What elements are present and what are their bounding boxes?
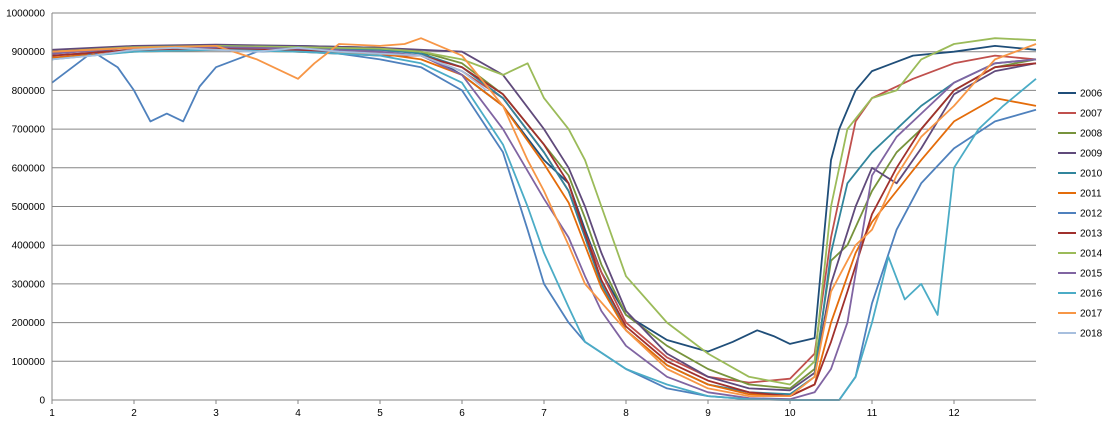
y-tick-label: 600000 xyxy=(12,163,46,174)
gridlines xyxy=(52,12,1036,362)
series-line-2014 xyxy=(51,37,1037,386)
series-line-2012 xyxy=(51,48,1037,401)
legend-label-2016: 2016 xyxy=(1080,289,1103,300)
y-tick-label: 900000 xyxy=(12,47,46,58)
legend-label-2013: 2013 xyxy=(1080,229,1103,240)
y-tick-label: 500000 xyxy=(12,202,46,213)
y-tick-label: 400000 xyxy=(12,241,46,252)
y-axis-ticks: 0 100000 200000 300000 400000 500000 600000 700… xyxy=(6,9,45,407)
legend-label-2017: 2017 xyxy=(1080,309,1103,320)
x-axis-ticks: 1 2 3 4 5 6 7 8 9 10 11 12 xyxy=(49,400,960,419)
series-line-2015 xyxy=(51,46,1037,401)
x-tick-label: 1 xyxy=(49,408,55,419)
series-line-2018 xyxy=(51,46,488,92)
x-tick-label: 8 xyxy=(623,408,629,419)
y-tick-label: 0 xyxy=(39,396,45,407)
x-tick-label: 2 xyxy=(131,408,137,419)
x-tick-label: 4 xyxy=(295,408,301,419)
legend-label-2018: 2018 xyxy=(1080,329,1103,340)
legend-label-2009: 2009 xyxy=(1080,149,1103,160)
legend-label-2008: 2008 xyxy=(1080,129,1103,140)
series-lines xyxy=(51,37,1037,401)
legend: 2006 2007 2008 2009 2010 2011 2012 2013 2014 2015… xyxy=(1058,89,1103,340)
series-line-2017 xyxy=(51,37,1037,397)
y-tick-label: 300000 xyxy=(12,279,46,290)
series-line-2016 xyxy=(51,48,1037,401)
y-tick-label: 100000 xyxy=(12,357,46,368)
series-line-2009 xyxy=(51,43,1037,392)
legend-label-2015: 2015 xyxy=(1080,269,1103,280)
y-tick-label: 200000 xyxy=(12,318,46,329)
x-tick-label: 12 xyxy=(948,408,960,419)
x-tick-label: 5 xyxy=(377,408,383,419)
x-tick-label: 11 xyxy=(867,408,878,419)
y-tick-label: 1000000 xyxy=(6,9,45,20)
x-tick-label: 3 xyxy=(213,408,219,419)
legend-label-2012: 2012 xyxy=(1080,209,1103,220)
y-tick-label: 700000 xyxy=(12,125,46,136)
x-tick-label: 10 xyxy=(784,408,796,419)
x-tick-label: 9 xyxy=(705,408,711,419)
legend-label-2014: 2014 xyxy=(1080,249,1103,260)
x-tick-label: 7 xyxy=(541,408,547,419)
legend-label-2010: 2010 xyxy=(1080,169,1103,180)
y-tick-label: 800000 xyxy=(12,86,46,97)
axes xyxy=(51,13,1036,401)
legend-label-2011: 2011 xyxy=(1080,189,1102,200)
x-tick-label: 6 xyxy=(459,408,465,419)
legend-label-2007: 2007 xyxy=(1080,109,1103,120)
legend-label-2006: 2006 xyxy=(1080,89,1103,100)
